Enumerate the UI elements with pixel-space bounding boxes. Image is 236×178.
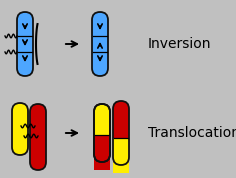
- FancyBboxPatch shape: [17, 12, 33, 76]
- Bar: [94, 135, 110, 170]
- FancyBboxPatch shape: [113, 101, 129, 165]
- Bar: [113, 138, 129, 173]
- FancyBboxPatch shape: [12, 103, 28, 155]
- Text: Translocation: Translocation: [148, 126, 236, 140]
- FancyBboxPatch shape: [92, 12, 108, 76]
- FancyBboxPatch shape: [94, 135, 110, 162]
- Text: Inversion: Inversion: [148, 37, 211, 51]
- FancyBboxPatch shape: [113, 138, 129, 165]
- FancyBboxPatch shape: [94, 104, 110, 162]
- FancyBboxPatch shape: [30, 104, 46, 170]
